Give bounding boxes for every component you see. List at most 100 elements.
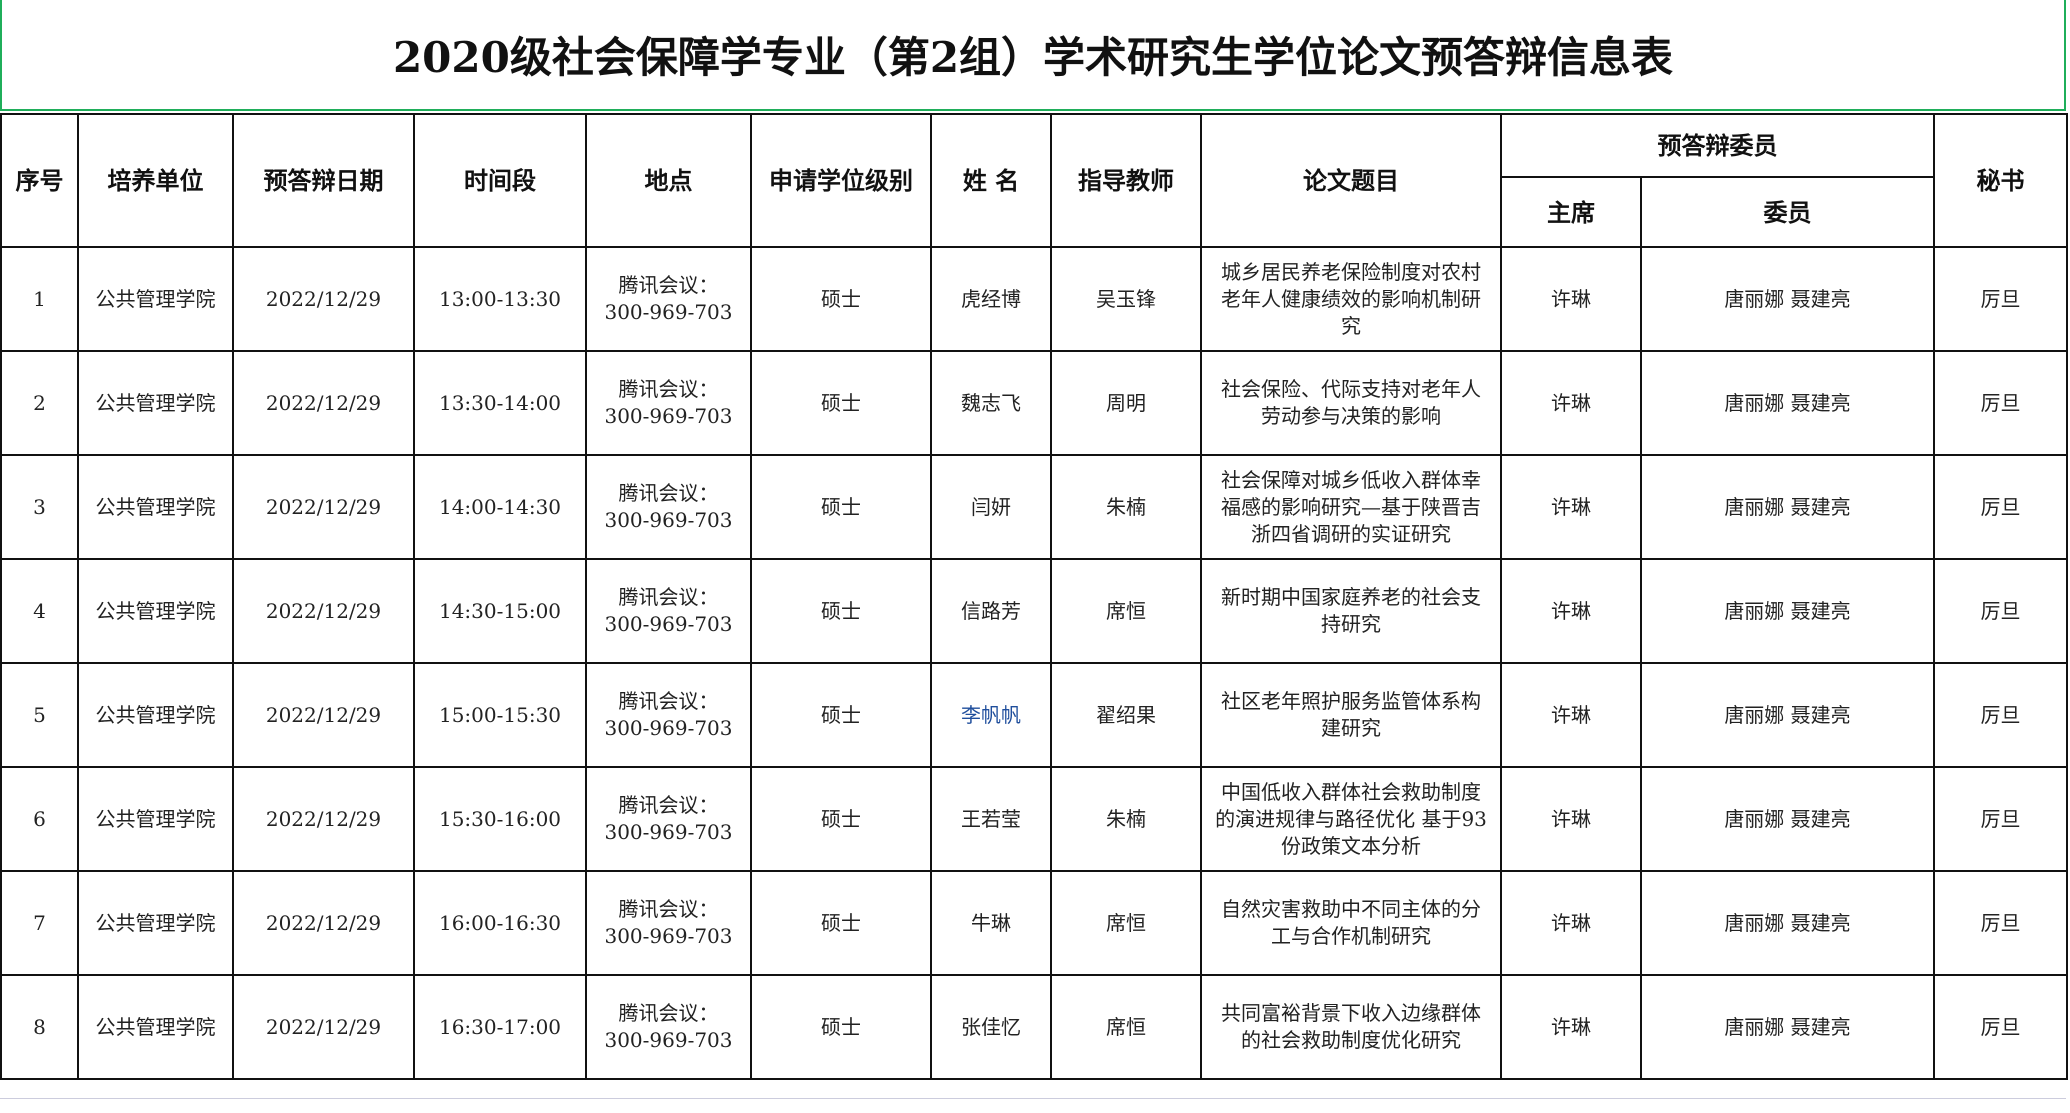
cell-secretary: 厉旦	[1933, 558, 2068, 664]
cell-members: 唐丽娜 聂建亮	[1640, 246, 1935, 352]
cell-degree: 硕士	[750, 870, 932, 976]
cell-time: 15:30-16:00	[413, 766, 587, 872]
cell-seq: 8	[0, 974, 79, 1080]
cell-unit: 公共管理学院	[77, 870, 234, 976]
cell-degree: 硕士	[750, 766, 932, 872]
cell-topic: 社会保险、代际支持对老年人劳动参与决策的影响	[1200, 350, 1502, 456]
defense-schedule-table: 序号 培养单位 预答辩日期 时间段 地点 申请学位级别 姓 名 指导教师 论文题…	[0, 113, 2068, 1080]
table-row: 3 公共管理学院 2022/12/29 14:00-14:30 腾讯会议：300-969…	[0, 454, 2068, 560]
cell-secretary: 厉旦	[1933, 766, 2068, 872]
cell-chair: 许琳	[1500, 454, 1642, 560]
cell-topic: 城乡居民养老保险制度对农村老年人健康绩效的影响机制研究	[1200, 246, 1502, 352]
cell-name: 王若莹	[930, 766, 1052, 872]
cell-unit: 公共管理学院	[77, 662, 234, 768]
cell-advisor: 朱楠	[1050, 454, 1202, 560]
cell-secretary: 厉旦	[1933, 246, 2068, 352]
cell-seq: 1	[0, 246, 79, 352]
cell-secretary: 厉旦	[1933, 974, 2068, 1080]
cell-time: 16:30-17:00	[413, 974, 587, 1080]
cell-advisor: 席恒	[1050, 870, 1202, 976]
cell-time: 14:30-15:00	[413, 558, 587, 664]
page-title: 2020级社会保障学专业（第2组）学术研究生学位论文预答辩信息表	[0, 0, 2066, 111]
header-members: 委员	[1640, 176, 1935, 248]
cell-name: 张佳忆	[930, 974, 1052, 1080]
cell-secretary: 厉旦	[1933, 454, 2068, 560]
cell-degree: 硕士	[750, 350, 932, 456]
header-degree: 申请学位级别	[750, 113, 932, 248]
cell-place: 腾讯会议：300-969-703	[585, 870, 752, 976]
table-row: 8 公共管理学院 2022/12/29 16:30-17:00 腾讯会议：300-969…	[0, 974, 2068, 1080]
cell-advisor: 席恒	[1050, 974, 1202, 1080]
cell-chair: 许琳	[1500, 246, 1642, 352]
cell-name: 李帆帆	[930, 662, 1052, 768]
cell-place: 腾讯会议：300-969-703	[585, 350, 752, 456]
cell-chair: 许琳	[1500, 974, 1642, 1080]
cell-members: 唐丽娜 聂建亮	[1640, 454, 1935, 560]
cell-date: 2022/12/29	[232, 558, 415, 664]
cell-name: 魏志飞	[930, 350, 1052, 456]
cell-date: 2022/12/29	[232, 662, 415, 768]
header-time: 时间段	[413, 113, 587, 248]
table-row: 1 公共管理学院 2022/12/29 13:00-13:30 腾讯会议：300-969…	[0, 246, 2068, 352]
header-date: 预答辩日期	[232, 113, 415, 248]
cell-name: 牛琳	[930, 870, 1052, 976]
table-row: 6 公共管理学院 2022/12/29 15:30-16:00 腾讯会议：300-969…	[0, 766, 2068, 872]
header-seq: 序号	[0, 113, 79, 248]
cell-unit: 公共管理学院	[77, 454, 234, 560]
cell-seq: 2	[0, 350, 79, 456]
empty-grid-row	[0, 1098, 2066, 1113]
header-name: 姓 名	[930, 113, 1052, 248]
cell-secretary: 厉旦	[1933, 662, 2068, 768]
header-unit: 培养单位	[77, 113, 234, 248]
cell-time: 15:00-15:30	[413, 662, 587, 768]
cell-name: 信路芳	[930, 558, 1052, 664]
header-committee: 预答辩委员	[1500, 113, 1935, 178]
cell-place: 腾讯会议：300-969-703	[585, 558, 752, 664]
cell-date: 2022/12/29	[232, 454, 415, 560]
cell-time: 16:00-16:30	[413, 870, 587, 976]
header-place: 地点	[585, 113, 752, 248]
cell-unit: 公共管理学院	[77, 766, 234, 872]
cell-place: 腾讯会议：300-969-703	[585, 662, 752, 768]
cell-seq: 5	[0, 662, 79, 768]
cell-chair: 许琳	[1500, 558, 1642, 664]
cell-time: 13:30-14:00	[413, 350, 587, 456]
table-row: 5 公共管理学院 2022/12/29 15:00-15:30 腾讯会议：300-969…	[0, 662, 2068, 768]
table-row: 2 公共管理学院 2022/12/29 13:30-14:00 腾讯会议：300-969…	[0, 350, 2068, 456]
cell-seq: 7	[0, 870, 79, 976]
cell-secretary: 厉旦	[1933, 350, 2068, 456]
cell-topic: 社会保障对城乡低收入群体幸福感的影响研究—基于陕晋吉浙四省调研的实证研究	[1200, 454, 1502, 560]
cell-time: 14:00-14:30	[413, 454, 587, 560]
cell-members: 唐丽娜 聂建亮	[1640, 558, 1935, 664]
cell-degree: 硕士	[750, 558, 932, 664]
header-topic: 论文题目	[1200, 113, 1502, 248]
cell-date: 2022/12/29	[232, 974, 415, 1080]
cell-unit: 公共管理学院	[77, 558, 234, 664]
cell-topic: 新时期中国家庭养老的社会支持研究	[1200, 558, 1502, 664]
cell-chair: 许琳	[1500, 870, 1642, 976]
cell-seq: 6	[0, 766, 79, 872]
cell-advisor: 翟绍果	[1050, 662, 1202, 768]
cell-topic: 自然灾害救助中不同主体的分工与合作机制研究	[1200, 870, 1502, 976]
cell-advisor: 周明	[1050, 350, 1202, 456]
cell-degree: 硕士	[750, 662, 932, 768]
cell-degree: 硕士	[750, 974, 932, 1080]
cell-date: 2022/12/29	[232, 870, 415, 976]
cell-date: 2022/12/29	[232, 766, 415, 872]
cell-chair: 许琳	[1500, 766, 1642, 872]
header-chair: 主席	[1500, 176, 1642, 248]
header-advisor: 指导教师	[1050, 113, 1202, 248]
cell-topic: 社区老年照护服务监管体系构建研究	[1200, 662, 1502, 768]
cell-time: 13:00-13:30	[413, 246, 587, 352]
cell-advisor: 吴玉锋	[1050, 246, 1202, 352]
cell-unit: 公共管理学院	[77, 350, 234, 456]
cell-secretary: 厉旦	[1933, 870, 2068, 976]
cell-chair: 许琳	[1500, 350, 1642, 456]
cell-members: 唐丽娜 聂建亮	[1640, 974, 1935, 1080]
cell-date: 2022/12/29	[232, 246, 415, 352]
cell-degree: 硕士	[750, 246, 932, 352]
cell-name: 虎经博	[930, 246, 1052, 352]
cell-chair: 许琳	[1500, 662, 1642, 768]
cell-place: 腾讯会议：300-969-703	[585, 766, 752, 872]
cell-members: 唐丽娜 聂建亮	[1640, 870, 1935, 976]
